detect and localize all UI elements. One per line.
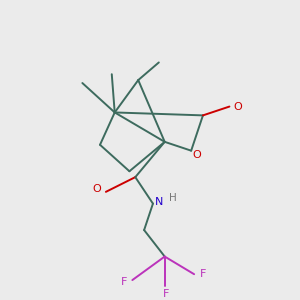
Text: N: N	[155, 197, 164, 207]
Text: F: F	[200, 269, 207, 279]
Text: H: H	[169, 193, 177, 203]
Text: O: O	[192, 150, 201, 160]
Text: O: O	[92, 184, 101, 194]
Text: O: O	[234, 102, 243, 112]
Text: F: F	[121, 277, 127, 286]
Text: F: F	[163, 289, 169, 299]
